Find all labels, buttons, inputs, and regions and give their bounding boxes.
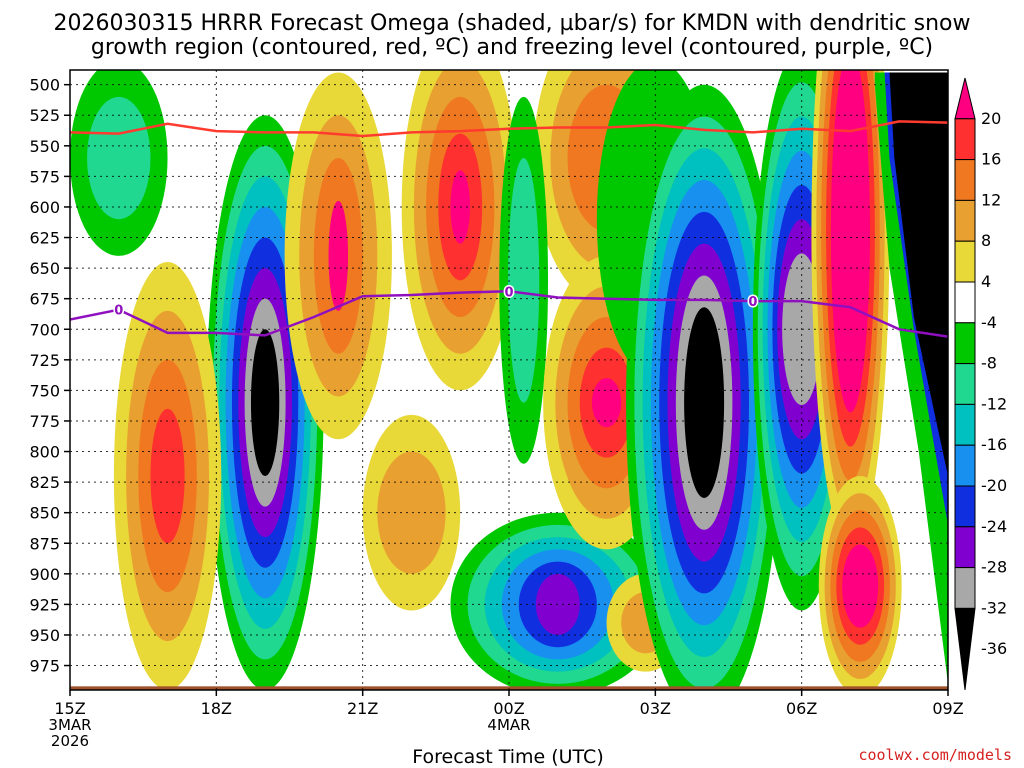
colorbar-label: 20 xyxy=(981,109,1001,128)
contour-lines: 0 0 0 xyxy=(70,120,948,338)
colorbar-label: -32 xyxy=(981,598,1007,617)
colorbar-swatch xyxy=(954,281,976,324)
omega-region xyxy=(150,408,185,544)
freezing-level-label: 0 xyxy=(504,285,513,300)
y-tick-label: 525 xyxy=(29,106,60,125)
omega-region xyxy=(842,544,879,628)
colorbar-swatch xyxy=(954,159,976,201)
colorbar-swatch xyxy=(954,240,976,283)
freezing-level-label: 0 xyxy=(748,295,757,310)
y-tick-label: 900 xyxy=(29,565,60,584)
colorbar-label: -24 xyxy=(981,517,1007,536)
omega-region xyxy=(684,307,725,499)
x-tick-date: 3MAR xyxy=(48,716,91,734)
colorbar-cap-bottom xyxy=(954,607,976,691)
y-tick-label: 825 xyxy=(29,473,60,492)
chart-title-line1: 2026030315 HRRR Forecast Omega (shaded, … xyxy=(54,11,971,36)
chart-title-line2: growth region (contoured, red, ºC) and f… xyxy=(91,35,933,60)
colorbar-label: -36 xyxy=(981,639,1007,658)
x-tick-label: 18Z xyxy=(201,699,232,718)
colorbar-swatch xyxy=(954,485,976,528)
y-tick-label: 850 xyxy=(29,504,60,523)
colorbar-swatch xyxy=(954,363,976,405)
y-tick-label: 600 xyxy=(29,198,60,217)
colorbar-swatch xyxy=(954,322,976,365)
x-tick-label: 06Z xyxy=(786,699,817,718)
x-tick-label: 15Z xyxy=(54,699,85,718)
omega-region xyxy=(87,96,151,220)
colorbar: 20 16 12 8 4 -4 -8 -12 -16 -20 -24 -28 -32 -36 xyxy=(954,77,1007,691)
omega-region xyxy=(591,378,622,428)
omega-region xyxy=(830,70,870,413)
y-tick-label: 550 xyxy=(29,137,60,156)
colorbar-label: -4 xyxy=(981,313,997,332)
x-tick-date: 4MAR xyxy=(487,716,530,734)
x-tick-label: 21Z xyxy=(347,699,378,718)
colorbar-swatch xyxy=(954,403,976,446)
y-axis: 500 525 550 575 600 625 650 675 700 725 750 775 800 8… xyxy=(29,76,70,676)
colorbar-label: 16 xyxy=(981,150,1001,169)
colorbar-swatch xyxy=(954,444,976,487)
y-tick-label: 650 xyxy=(29,259,60,278)
x-axis-label: Forecast Time (UTC) xyxy=(412,746,603,768)
colorbar-label: 12 xyxy=(981,190,1001,209)
y-tick-label: 800 xyxy=(29,443,60,462)
y-tick-label: 925 xyxy=(29,595,60,614)
colorbar-swatch xyxy=(954,199,976,242)
colorbar-swatch xyxy=(954,567,976,609)
y-tick-label: 625 xyxy=(29,229,60,248)
grid-lines xyxy=(70,70,948,690)
colorbar-label: -12 xyxy=(981,394,1007,413)
y-tick-label: 500 xyxy=(29,76,60,95)
omega-region xyxy=(508,158,540,403)
y-tick-label: 775 xyxy=(29,412,60,431)
colorbar-label: -20 xyxy=(981,476,1007,495)
x-tick-label: 09Z xyxy=(932,699,963,718)
omega-region xyxy=(377,451,446,574)
x-tick-label: 00Z xyxy=(493,699,524,718)
y-tick-label: 875 xyxy=(29,534,60,553)
colorbar-label: 8 xyxy=(981,231,991,250)
colorbar-swatch xyxy=(954,526,976,569)
omega-region xyxy=(250,329,280,476)
y-tick-label: 700 xyxy=(29,320,60,339)
colorbar-label: -8 xyxy=(981,354,997,373)
omega-region xyxy=(889,72,948,476)
y-tick-label: 725 xyxy=(29,351,60,370)
y-tick-label: 975 xyxy=(29,657,60,676)
colorbar-label: -16 xyxy=(981,435,1007,454)
y-tick-label: 675 xyxy=(29,290,60,309)
colorbar-label: -28 xyxy=(981,558,1007,577)
dendritic-snow-growth-contour xyxy=(70,120,948,138)
freezing-level-label: 0 xyxy=(114,304,123,319)
y-tick-label: 750 xyxy=(29,381,60,400)
colorbar-swatch xyxy=(954,118,976,161)
x-tick-year: 2026 xyxy=(51,732,89,750)
x-tick-label: 03Z xyxy=(640,699,671,718)
credit-url: coolwx.com/models xyxy=(858,746,1012,764)
colorbar-cap-top xyxy=(954,77,976,120)
omega-region xyxy=(328,200,349,311)
y-tick-label: 575 xyxy=(29,167,60,186)
freezing-level-contour xyxy=(70,290,948,338)
colorbar-label: 4 xyxy=(981,272,991,291)
y-tick-label: 950 xyxy=(29,626,60,645)
